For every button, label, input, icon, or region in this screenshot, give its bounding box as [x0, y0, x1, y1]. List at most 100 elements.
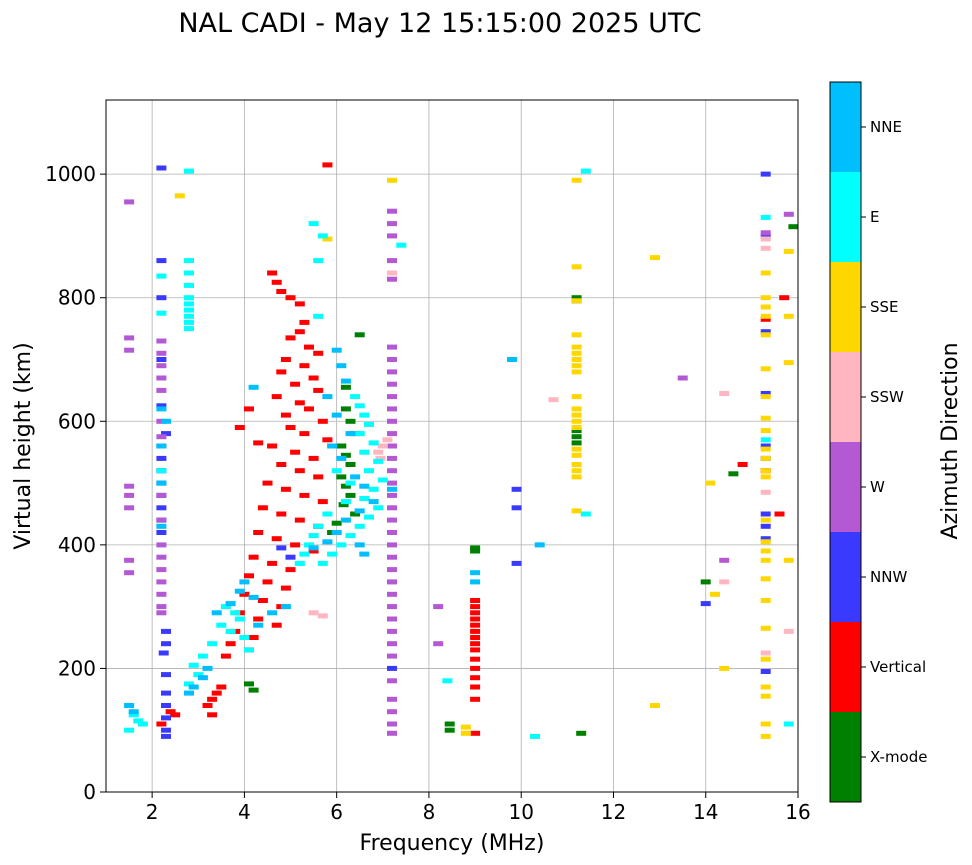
data-point	[340, 499, 351, 505]
data-point	[170, 712, 181, 718]
data-point	[760, 517, 771, 523]
data-point	[350, 511, 361, 517]
data-point	[387, 709, 397, 715]
data-point	[387, 665, 397, 671]
colorbar-label: NNW	[870, 568, 907, 586]
data-point	[700, 601, 711, 607]
data-point	[470, 548, 481, 554]
data-point	[156, 480, 167, 486]
data-point	[161, 418, 171, 424]
data-point	[161, 431, 171, 437]
data-point	[248, 687, 259, 693]
axis-ticks: 2 4 6 8 10 12 14 16 0 200 400 600 800 1000	[45, 162, 811, 824]
data-point	[322, 511, 333, 517]
data-point	[387, 542, 397, 548]
data-point	[257, 505, 268, 511]
data-point	[234, 425, 245, 430]
data-point	[308, 545, 319, 551]
data-point	[340, 384, 351, 390]
data-point	[244, 573, 254, 579]
data-point	[571, 440, 582, 446]
data-point	[262, 579, 273, 585]
data-point	[760, 446, 771, 452]
colorbar-label: X-mode	[870, 748, 927, 766]
plot-frame	[105, 99, 799, 793]
data-point	[308, 455, 319, 461]
data-point	[285, 295, 296, 301]
data-point	[336, 363, 347, 369]
data-point	[317, 613, 328, 619]
data-point	[184, 301, 194, 307]
y-tick-label: 600	[58, 409, 96, 433]
data-point	[280, 486, 291, 492]
colorbar-label: NNE	[870, 118, 902, 136]
data-point	[387, 653, 397, 659]
data-point	[387, 208, 397, 214]
data-point	[760, 733, 771, 739]
data-point	[354, 403, 365, 409]
y-tick-label: 1000	[45, 162, 96, 186]
data-point	[248, 554, 259, 560]
x-axis-label: Frequency (MHz)	[360, 831, 545, 856]
data-point	[760, 313, 771, 319]
data-point	[580, 168, 591, 174]
data-point	[156, 455, 167, 461]
data-point	[442, 678, 453, 684]
data-point	[294, 560, 305, 566]
data-point	[375, 455, 386, 461]
data-point	[368, 499, 379, 505]
data-point	[280, 412, 291, 418]
data-point	[294, 400, 305, 406]
data-point	[354, 508, 365, 514]
series-x-mode	[244, 224, 799, 736]
colorbar-label: SSW	[870, 388, 904, 406]
data-point	[313, 258, 324, 264]
data-point	[783, 313, 794, 319]
data-point	[124, 557, 135, 563]
data-point	[161, 672, 171, 678]
data-point	[317, 499, 328, 505]
data-point	[387, 579, 397, 585]
data-point	[271, 394, 282, 400]
data-point	[783, 557, 794, 563]
data-point	[211, 610, 222, 616]
data-point	[387, 517, 397, 523]
data-point	[571, 264, 582, 270]
data-point	[719, 391, 730, 396]
data-point	[156, 492, 167, 498]
data-point	[340, 452, 351, 458]
data-point	[207, 696, 218, 702]
data-point	[710, 591, 720, 597]
data-point	[267, 610, 278, 616]
data-point	[387, 604, 397, 610]
data-point	[184, 307, 194, 313]
data-point	[262, 480, 273, 486]
data-point	[202, 703, 213, 708]
data-point	[276, 545, 287, 551]
data-point	[225, 601, 236, 607]
colorbar: X-mode Vertical NNW W SSW SSE E NNE	[829, 81, 927, 803]
data-point	[387, 567, 397, 573]
data-point	[156, 273, 167, 279]
data-point	[225, 641, 236, 647]
data-point	[779, 295, 790, 301]
data-point	[345, 418, 356, 424]
data-point	[184, 168, 194, 174]
data-point	[571, 357, 582, 362]
data-point	[207, 712, 218, 718]
data-point	[202, 665, 213, 671]
data-point	[783, 211, 794, 217]
data-point	[156, 443, 167, 449]
data-point	[470, 641, 481, 647]
data-point	[156, 610, 167, 616]
data-point	[760, 523, 771, 529]
data-point	[313, 474, 324, 480]
data-point	[128, 709, 139, 715]
y-tick-label: 200	[58, 656, 96, 680]
data-point	[257, 598, 268, 603]
x-tick-label: 6	[330, 800, 343, 824]
data-point	[188, 684, 199, 690]
data-point	[571, 508, 582, 514]
data-point	[165, 709, 176, 715]
